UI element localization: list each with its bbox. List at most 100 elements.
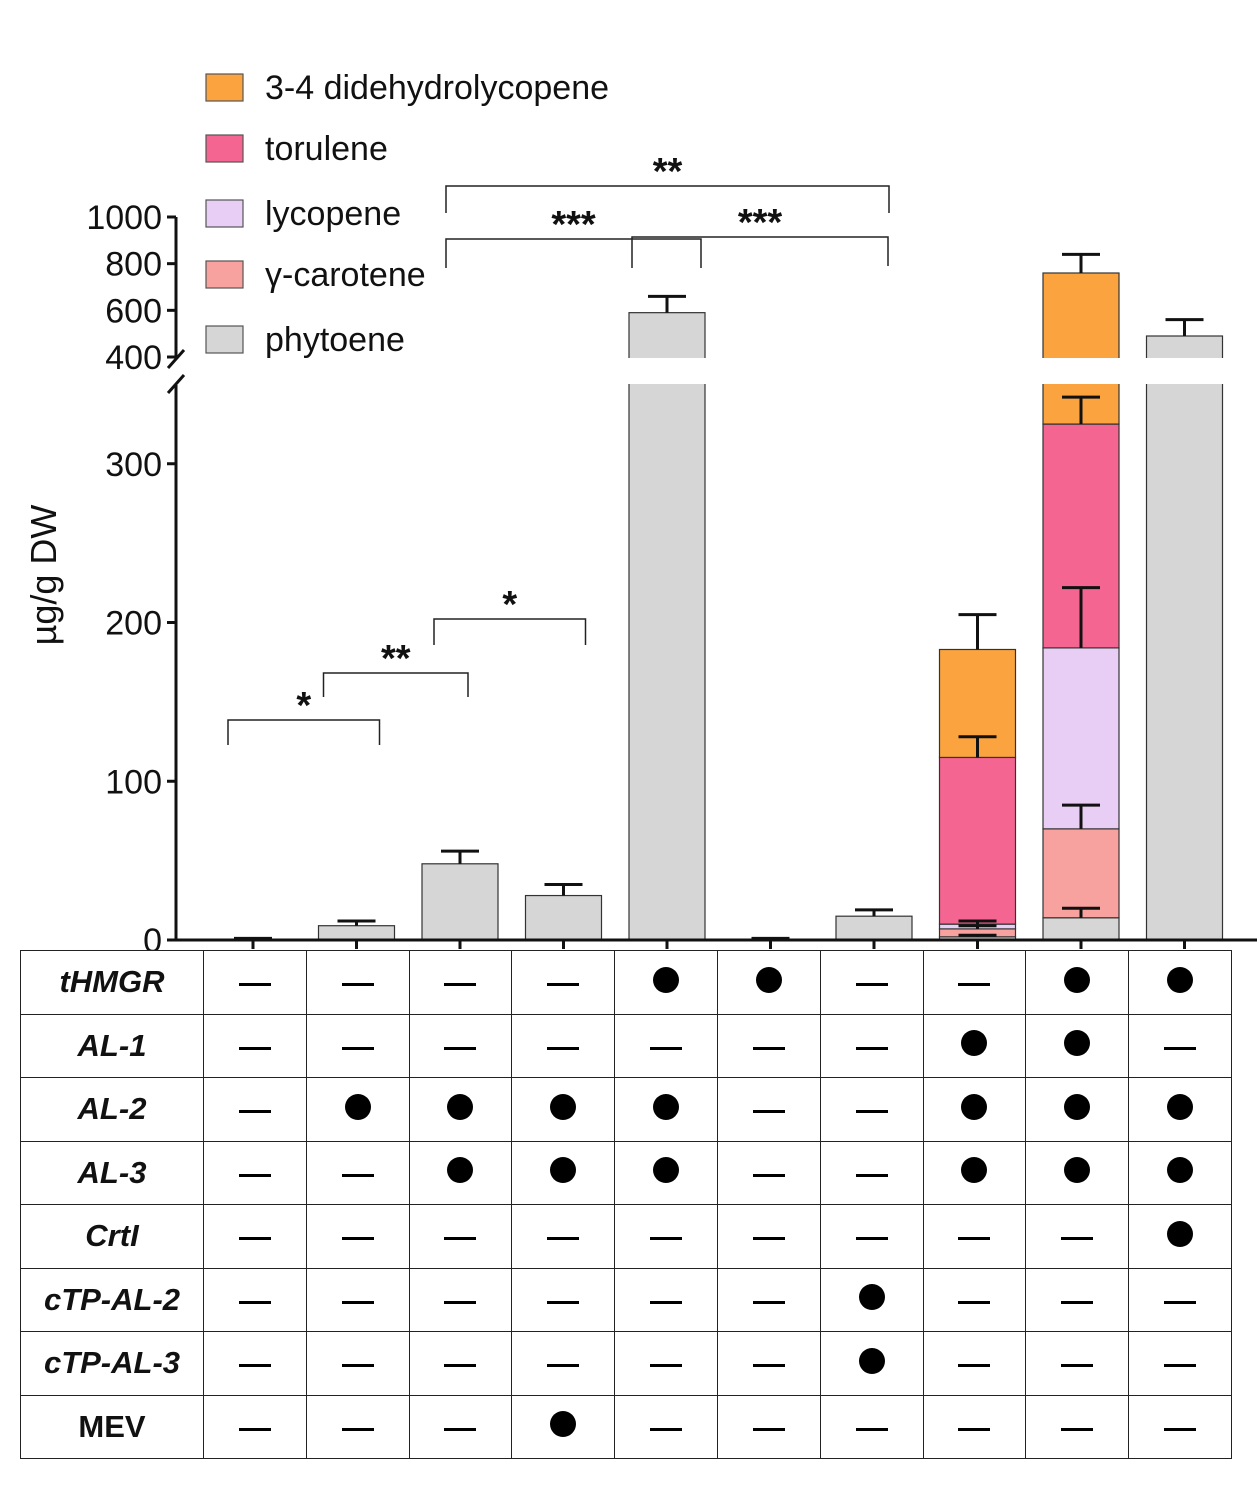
gene-cell (922, 950, 1027, 1015)
absent-dash (958, 1364, 991, 1368)
absent-dash (341, 1237, 374, 1241)
gene-cell (511, 1331, 616, 1396)
error-bars (234, 252, 1204, 940)
gene-cell (716, 1204, 821, 1269)
gene-label: AL-3 (20, 1140, 204, 1205)
gene-cell (614, 1077, 718, 1142)
gene-cell (1128, 950, 1232, 1015)
present-dot (961, 1157, 988, 1184)
absent-dash (752, 1110, 785, 1114)
legend-swatch (205, 260, 244, 289)
gene-cell (819, 1267, 924, 1332)
significance-bracket (631, 236, 889, 268)
present-dot (1167, 1093, 1194, 1120)
absent-dash (341, 1300, 374, 1304)
gene-cell (408, 1013, 513, 1078)
absent-dash (752, 1237, 785, 1241)
absent-dash (444, 1427, 477, 1431)
absent-dash (238, 1173, 271, 1177)
absent-dash (238, 1364, 271, 1368)
bar-segment-phytoene (524, 894, 603, 941)
significance-label: ** (381, 638, 411, 680)
gene-cell (203, 1140, 307, 1205)
absent-dash (958, 1300, 991, 1304)
gene-cell (408, 950, 513, 1015)
absent-dash (1061, 1300, 1094, 1304)
absent-dash (238, 983, 271, 987)
gene-row: MEV (20, 1394, 1232, 1459)
y-axis-label: µg/g DW (23, 505, 64, 646)
absent-dash (752, 1427, 785, 1431)
gene-cell (408, 1331, 513, 1396)
axis-break-band (190, 358, 1257, 384)
gene-cell (305, 1331, 410, 1396)
present-dot (1064, 1030, 1091, 1057)
gene-row: cTP-AL-2 (20, 1267, 1232, 1332)
gene-cell (408, 1394, 513, 1459)
present-dot (1167, 1220, 1194, 1247)
gene-cell (305, 1267, 410, 1332)
gene-cell (716, 1013, 821, 1078)
significance-brackets: ******* ***** (227, 151, 890, 745)
gene-row: AL-1 (20, 1013, 1232, 1078)
absent-dash (341, 1173, 374, 1177)
present-dot (755, 966, 782, 993)
absent-dash (341, 983, 374, 987)
gene-construct-table: tHMGR AL-1 AL-2 AL-3 CrtI cTP-AL-2 cTP-AL-3 MEV (20, 950, 1232, 1459)
gene-cell (614, 1013, 718, 1078)
absent-dash (855, 1173, 888, 1177)
gene-cell (716, 1077, 821, 1142)
absent-dash (547, 1300, 580, 1304)
significance-label: *** (551, 204, 596, 246)
absent-dash (650, 1046, 683, 1050)
absent-dash (1164, 1364, 1197, 1368)
bar-segment-phytoene (317, 925, 396, 941)
bar-segment-phytoene (421, 863, 499, 941)
absent-dash (650, 1364, 683, 1368)
gene-cell (203, 1204, 307, 1269)
gene-row: AL-2 (20, 1077, 1232, 1142)
gene-label: cTP-AL-2 (20, 1267, 204, 1332)
absent-dash (650, 1427, 683, 1431)
absent-dash (1164, 1427, 1197, 1431)
gene-cell (1025, 1267, 1130, 1332)
gene-cell (716, 1140, 821, 1205)
absent-dash (855, 983, 888, 987)
stacked-bar-chart: 3-4 didehydrolycopene torulene lycopene γ-c… (23, 69, 1257, 950)
absent-dash (650, 1300, 683, 1304)
absent-dash (444, 1300, 477, 1304)
present-dot (344, 1093, 371, 1120)
absent-dash (855, 1427, 888, 1431)
gene-label: MEV (20, 1394, 204, 1459)
gene-cell (1128, 1394, 1232, 1459)
gene-cell (305, 1077, 410, 1142)
significance-label: * (502, 584, 517, 626)
gene-label: cTP-AL-3 (20, 1331, 204, 1396)
gene-cell (922, 1013, 1027, 1078)
present-dot (961, 1030, 988, 1057)
significance-label: *** (738, 202, 783, 244)
y-tick-label: 100 (105, 763, 162, 801)
gene-label: CrtI (20, 1204, 204, 1269)
significance-bracket (433, 618, 587, 645)
absent-dash (341, 1364, 374, 1368)
significance-bracket (227, 719, 381, 745)
present-dot (550, 1411, 577, 1438)
gene-label: AL-2 (20, 1077, 204, 1142)
y-tick-label: 800 (105, 246, 162, 284)
absent-dash (444, 1237, 477, 1241)
present-dot (1064, 1093, 1091, 1120)
gene-row: tHMGR (20, 950, 1232, 1015)
absent-dash (547, 983, 580, 987)
gene-cell (203, 1077, 307, 1142)
gene-cell (922, 1331, 1027, 1396)
gene-cell (819, 950, 924, 1015)
gene-cell (203, 950, 307, 1015)
gene-cell (1025, 950, 1130, 1015)
bar-segment-phytoene (1042, 917, 1120, 941)
absent-dash (855, 1237, 888, 1241)
y-axis: 0 100 200 300 400 600 800 1000 (86, 199, 186, 950)
gene-cell (203, 1013, 307, 1078)
legend-label: phytoene (265, 321, 405, 359)
gene-cell (408, 1077, 513, 1142)
